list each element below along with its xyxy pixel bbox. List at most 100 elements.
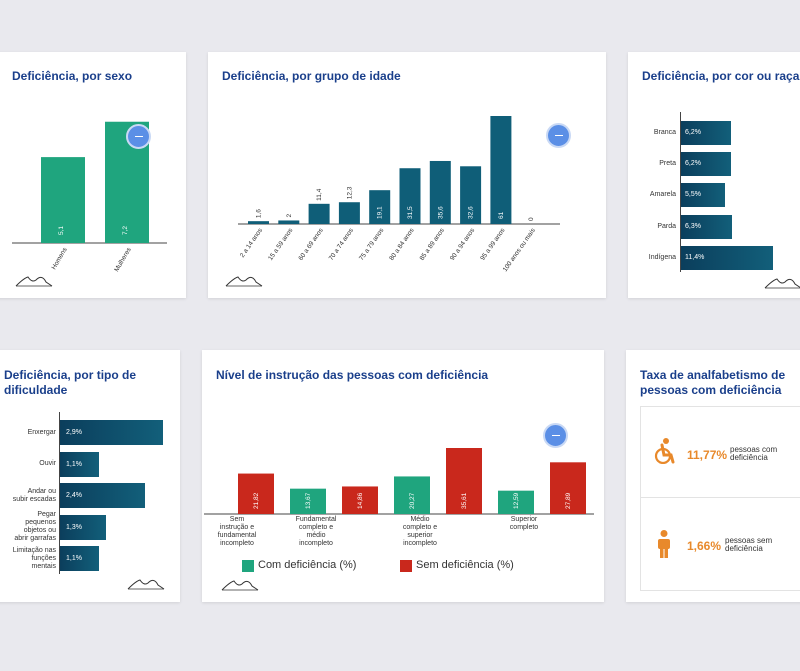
card-title-sex: Deficiência, por sexo <box>12 69 133 83</box>
tick-label: 90 a 94 anos <box>449 227 477 262</box>
bar-value-label: 12,3 <box>346 186 353 199</box>
category-label: médio <box>306 532 326 539</box>
bar-category-label: subir escadas <box>12 495 56 503</box>
bar-category-label: Indígena <box>648 253 676 261</box>
literacy-label-without-line2: deficiência <box>725 544 763 553</box>
card-by-race: Deficiência, por cor ou raça Branca 6,2% P… <box>628 52 800 298</box>
bar-value-label: 35,61 <box>461 492 468 509</box>
bar-category-label: Pegar <box>37 511 56 518</box>
bar-category-label: funções <box>31 554 56 562</box>
tick-label: 100 anos ou mais <box>502 227 538 274</box>
bar-value-label: 6,2% <box>685 129 701 136</box>
person-icon <box>658 530 670 558</box>
bar-category-label: Amarela <box>649 191 676 199</box>
bar-race <box>681 183 726 208</box>
more-button[interactable] <box>126 124 151 149</box>
literacy-label-with-line2: deficiência <box>730 453 768 462</box>
bar-value-label: 19,1 <box>377 206 384 219</box>
bar-value-label: 31,5 <box>407 206 414 219</box>
literacy-row-with: 11,77% pessoas com deficiência <box>640 406 800 498</box>
bar-age <box>429 160 451 224</box>
bar-value-label: 14,86 <box>357 492 364 509</box>
category-label: instrução e <box>219 524 255 531</box>
card-title-literacy-line2: pessoas com deficiência <box>640 383 782 397</box>
mountain-logo-icon <box>127 579 165 590</box>
bar-value-label: 6,3% <box>685 222 701 230</box>
tick-label: 60 a 69 anos <box>297 227 325 262</box>
bar-education <box>446 448 482 514</box>
bar-education <box>498 490 534 514</box>
bar-difficulty <box>60 514 107 540</box>
category-label: completo <box>509 524 539 531</box>
category-label: Médio <box>410 516 430 523</box>
bar-value-label: 61 <box>498 211 505 219</box>
category-label: incompleto <box>403 540 437 547</box>
bar-category-label: Enxergar <box>27 428 56 436</box>
bar-value-label: 2 <box>286 213 293 217</box>
tick-label: 95 a 99 anos <box>479 227 507 262</box>
mountain-logo-icon <box>764 278 800 289</box>
tick-label: 85 a 89 anos <box>419 227 447 262</box>
bar-age <box>248 221 269 224</box>
more-button[interactable] <box>546 123 571 148</box>
category-label: Superior <box>510 516 538 523</box>
education-labels: Sem instrução e fundamental incompleto Funda… <box>202 350 604 602</box>
tick-label: Mulheres <box>113 246 133 273</box>
bar-value-label: 2,4% <box>66 492 82 499</box>
bar-value-label: 1,1% <box>66 555 82 562</box>
tick-label: 75 a 79 anos <box>358 227 386 262</box>
category-label: incompleto <box>220 540 254 547</box>
bar-value-label: 27,89 <box>565 492 572 509</box>
age-chart: 1,6 2 a 14 anos 2 15 a 59 anos 11,4 60 a 69 a… <box>225 116 560 287</box>
bar-category-label: pequenos <box>25 519 56 526</box>
bar-category-label: mentais <box>31 562 56 570</box>
tick-label: 2 a 14 anos <box>239 227 265 259</box>
bar-value-label: 32,6 <box>468 206 475 219</box>
bar-difficulty <box>60 546 100 571</box>
card-education: Nível de instrução das pessoas com defic… <box>202 350 604 602</box>
bar-education <box>394 476 430 514</box>
education-chart: 21,82 13,67 14,86 20,27 35,61 12,59 27,89 <box>204 448 594 591</box>
card-title-literacy-line1: Taxa de analfabetismo de <box>640 368 786 382</box>
legend-label-with: Com deficiência (%) <box>258 559 357 571</box>
wheelchair-icon <box>654 438 675 464</box>
category-label: fundamental <box>217 532 257 539</box>
mountain-logo-icon <box>15 276 53 287</box>
tick-label: 80 a 84 anos <box>388 227 416 262</box>
category-label: completo e <box>402 524 438 531</box>
bar-category-label: objetos ou <box>23 527 56 534</box>
card-by-age: Deficiência, por grupo de idade 1,6 2 a 1… <box>208 52 606 298</box>
category-label: completo e <box>298 524 334 531</box>
bar-value-label: 11,4 <box>316 188 323 201</box>
card-by-difficulty: Deficiência, por tipo de dificuldade Enx… <box>0 350 180 602</box>
race-chart: Branca 6,2% Preta 6,2% Amarela 5,5% Parda 6,3% I… <box>628 52 800 298</box>
bar-category-label: abrir garrafas <box>14 535 56 542</box>
card-by-sex: Deficiência, por sexo 5,1 Homens 7,2 Mulher… <box>0 52 186 298</box>
bar-value-label: 1,6 <box>256 209 263 218</box>
bar-value-label: 13,67 <box>305 492 312 509</box>
bar-age <box>490 116 512 224</box>
y-axis <box>59 412 60 574</box>
bar-education <box>290 488 326 514</box>
bar-value-label: 21,82 <box>253 492 260 509</box>
bar-value-label: 5,1 <box>58 226 65 235</box>
legend-swatch-with <box>242 560 254 572</box>
bar-category-label: Andar ou <box>27 487 56 495</box>
legend-label-without: Sem deficiência (%) <box>416 559 514 571</box>
bar-value-label: 1,1% <box>66 460 82 468</box>
category-label: incompleto <box>299 540 333 547</box>
bar-category-label: Preta <box>659 160 676 168</box>
tick-label: 15 a 59 anos <box>267 227 295 262</box>
bar-value-label: 7,2 <box>122 226 129 235</box>
bar-value-label: 2,9% <box>66 429 82 436</box>
bar-race <box>681 152 732 177</box>
literacy-label-without-line1: pessoas sem <box>725 536 773 545</box>
sex-chart: 5,1 Homens 7,2 Mulheres <box>12 121 167 287</box>
literacy-row-without: 1,66% pessoas sem deficiência <box>640 497 800 591</box>
bar-education <box>550 462 586 514</box>
bar-value-label: 6,2% <box>685 160 701 168</box>
mountain-logo-icon <box>764 278 800 289</box>
bar-age <box>308 203 330 224</box>
more-button[interactable] <box>543 423 568 448</box>
literacy-value-without: 1,66% <box>687 539 722 553</box>
